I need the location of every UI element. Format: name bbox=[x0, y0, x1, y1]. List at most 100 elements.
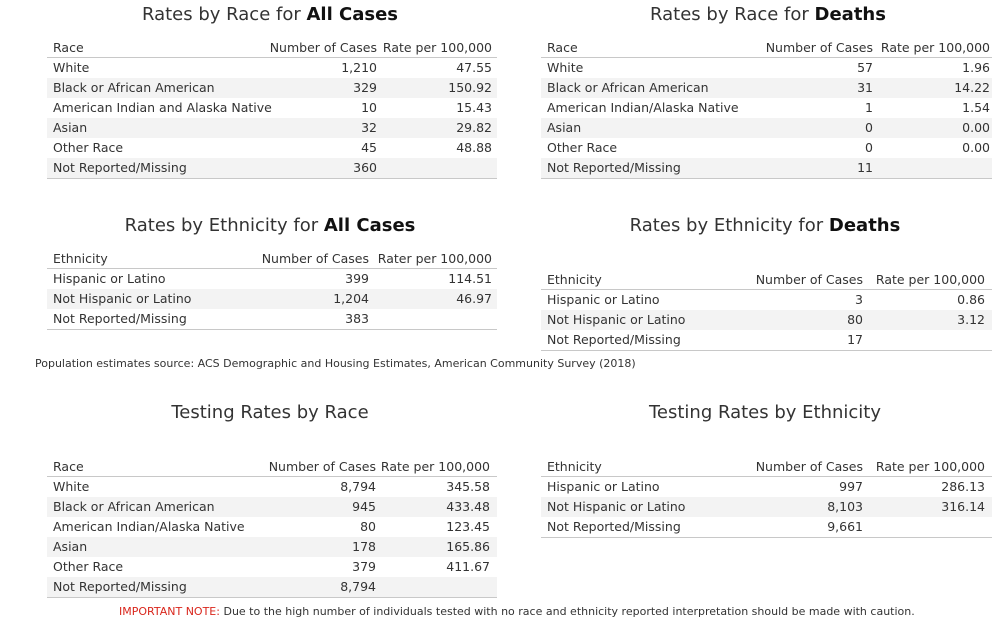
table-row bbox=[47, 537, 497, 557]
table-bottom-rule bbox=[47, 597, 497, 598]
table-title: Rates by Ethnicity for Deaths bbox=[630, 215, 901, 236]
number-cell: 945 bbox=[352, 499, 376, 514]
title-emphasis: Deaths bbox=[828, 215, 901, 236]
label-cell: White bbox=[53, 479, 90, 494]
column-header: Race bbox=[53, 459, 84, 474]
number-cell: 411.67 bbox=[446, 559, 490, 574]
number-cell: 10 bbox=[361, 100, 377, 115]
column-header: Rate per 100,000 bbox=[880, 40, 990, 55]
number-cell: 345.58 bbox=[446, 479, 490, 494]
number-cell: 123.45 bbox=[446, 519, 490, 534]
number-cell: 47.55 bbox=[456, 60, 492, 75]
table-row bbox=[47, 577, 497, 597]
number-cell: 1,210 bbox=[341, 60, 377, 75]
table-title: Rates by Race for All Cases bbox=[142, 4, 398, 25]
number-cell: 1.96 bbox=[962, 60, 990, 75]
label-cell: Not Reported/Missing bbox=[53, 160, 187, 175]
number-cell: 1.54 bbox=[962, 100, 990, 115]
table-row bbox=[47, 118, 497, 138]
table-row bbox=[47, 289, 497, 309]
table-bottom-rule bbox=[47, 178, 497, 179]
column-header: Ethnicity bbox=[547, 459, 602, 474]
table-row bbox=[541, 118, 992, 138]
label-cell: Not Hispanic or Latino bbox=[547, 312, 686, 327]
label-cell: Black or African American bbox=[547, 80, 709, 95]
number-cell: 80 bbox=[360, 519, 376, 534]
label-cell: Asian bbox=[53, 120, 88, 135]
column-header: Number of Cases bbox=[765, 40, 873, 55]
number-cell: 165.86 bbox=[446, 539, 490, 554]
number-cell: 399 bbox=[345, 271, 369, 286]
label-cell: Hispanic or Latino bbox=[53, 271, 166, 286]
column-header: Ethnicity bbox=[53, 251, 108, 266]
table-bottom-rule bbox=[541, 178, 992, 179]
column-header: Number of Cases bbox=[261, 251, 369, 266]
label-cell: American Indian/Alaska Native bbox=[53, 519, 245, 534]
number-cell: 0 bbox=[865, 120, 873, 135]
label-cell: Not Hispanic or Latino bbox=[547, 499, 686, 514]
number-cell: 9,661 bbox=[827, 519, 863, 534]
title-text: Testing Rates by Race bbox=[171, 402, 369, 423]
label-cell: American Indian/Alaska Native bbox=[547, 100, 739, 115]
column-header: Rate per 100,000 bbox=[875, 272, 985, 287]
label-cell: Not Reported/Missing bbox=[53, 311, 187, 326]
number-cell: 57 bbox=[857, 60, 873, 75]
label-cell: Not Reported/Missing bbox=[547, 160, 681, 175]
number-cell: 433.48 bbox=[446, 499, 490, 514]
note-text: Due to the high number of individuals te… bbox=[223, 605, 915, 618]
number-cell: 29.82 bbox=[456, 120, 492, 135]
label-cell: Black or African American bbox=[53, 80, 215, 95]
number-cell: 114.51 bbox=[448, 271, 492, 286]
table-row bbox=[541, 497, 992, 517]
column-header: Rate per 100,000 bbox=[382, 40, 492, 55]
table-title: Rates by Race for Deaths bbox=[650, 4, 886, 25]
label-cell: Other Race bbox=[53, 140, 124, 155]
table-row bbox=[47, 78, 497, 98]
table-bottom-rule bbox=[47, 329, 497, 330]
label-cell: Hispanic or Latino bbox=[547, 479, 660, 494]
table-row bbox=[541, 78, 992, 98]
title-text: Rates by Ethnicity for bbox=[124, 215, 319, 236]
number-cell: 45 bbox=[361, 140, 377, 155]
number-cell: 379 bbox=[352, 559, 376, 574]
number-cell: 383 bbox=[345, 311, 369, 326]
header-rule bbox=[541, 57, 992, 58]
number-cell: 48.88 bbox=[456, 140, 492, 155]
number-cell: 14.22 bbox=[954, 80, 990, 95]
number-cell: 286.13 bbox=[941, 479, 985, 494]
column-header: Race bbox=[53, 40, 84, 55]
number-cell: 0.00 bbox=[962, 140, 990, 155]
number-cell: 0.00 bbox=[962, 120, 990, 135]
number-cell: 329 bbox=[353, 80, 377, 95]
number-cell: 316.14 bbox=[941, 499, 985, 514]
label-cell: Asian bbox=[53, 539, 88, 554]
label-cell: White bbox=[53, 60, 90, 75]
column-header: Number of Cases bbox=[755, 459, 863, 474]
number-cell: 15.43 bbox=[456, 100, 492, 115]
title-emphasis: All Cases bbox=[323, 215, 416, 236]
number-cell: 8,794 bbox=[340, 479, 376, 494]
number-cell: 3.12 bbox=[957, 312, 985, 327]
header-rule bbox=[47, 476, 497, 477]
number-cell: 8,103 bbox=[827, 499, 863, 514]
number-cell: 0.86 bbox=[957, 292, 985, 307]
number-cell: 0 bbox=[865, 140, 873, 155]
number-cell: 17 bbox=[847, 332, 863, 347]
note-label: IMPORTANT NOTE: bbox=[119, 605, 220, 618]
label-cell: Not Hispanic or Latino bbox=[53, 291, 192, 306]
important-note: IMPORTANT NOTE: Due to the high number o… bbox=[119, 605, 915, 618]
label-cell: Black or African American bbox=[53, 499, 215, 514]
label-cell: Other Race bbox=[547, 140, 618, 155]
table-title: Rates by Ethnicity for All Cases bbox=[125, 215, 416, 236]
label-cell: American Indian and Alaska Native bbox=[53, 100, 272, 115]
number-cell: 150.92 bbox=[448, 80, 492, 95]
label-cell: Not Reported/Missing bbox=[53, 579, 187, 594]
number-cell: 1 bbox=[865, 100, 873, 115]
column-header: Ethnicity bbox=[547, 272, 602, 287]
title-text: Testing Rates by Ethnicity bbox=[648, 402, 882, 423]
column-header: Rate per 100,000 bbox=[875, 459, 985, 474]
source-note: Population estimates source: ACS Demogra… bbox=[35, 357, 636, 370]
label-cell: Asian bbox=[547, 120, 582, 135]
number-cell: 46.97 bbox=[456, 291, 492, 306]
